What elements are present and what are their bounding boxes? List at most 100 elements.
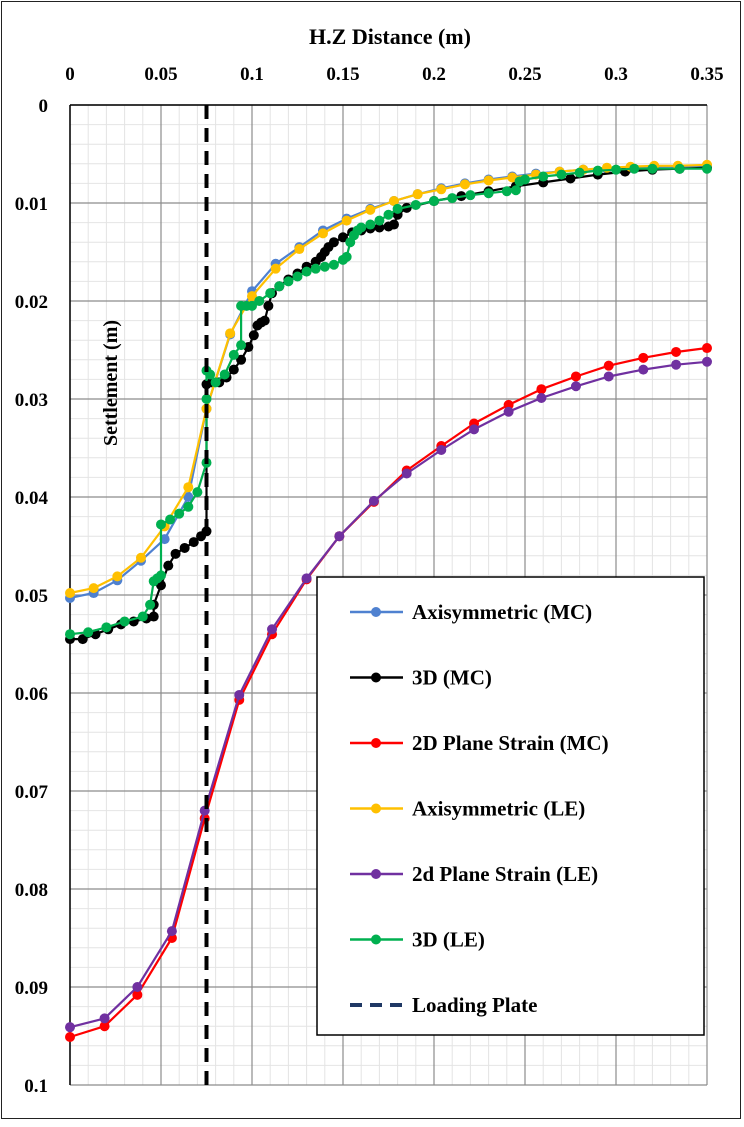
data-point [292, 271, 303, 282]
legend-item-5: 3D (LE) [350, 928, 485, 952]
data-point [112, 571, 123, 582]
data-point [383, 209, 394, 220]
data-point [592, 165, 603, 176]
data-point [201, 394, 212, 404]
series-line [69, 360, 708, 1029]
data-point [611, 164, 621, 175]
legend: Axisymmetric (MC) 3D (MC) 2D Plane Strain … [316, 576, 705, 1036]
y-tick-label: 0.09 [15, 978, 48, 999]
data-point [65, 1022, 75, 1033]
data-point [570, 371, 581, 382]
data-point [447, 193, 458, 204]
data-point [365, 219, 376, 230]
data-point [647, 163, 658, 174]
data-point [236, 340, 247, 351]
y-tick-label: 0.07 [15, 782, 49, 803]
legend-marker [371, 869, 381, 879]
legend-label: Axisymmetric (LE) [412, 797, 585, 821]
legend-item-1: 3D (MC) [350, 666, 492, 690]
data-point [520, 174, 530, 185]
x-tick-label: 0.15 [326, 64, 359, 85]
data-point [274, 281, 285, 292]
y-tick-label: 0.03 [15, 390, 48, 411]
x-tick-label: 0 [65, 64, 75, 85]
data-point [83, 627, 94, 638]
data-point [638, 352, 649, 363]
data-point [412, 189, 423, 200]
data-point [469, 424, 480, 435]
data-point [356, 222, 367, 233]
data-point [702, 163, 712, 174]
y-tick-label: 0.06 [15, 684, 48, 705]
data-point [334, 531, 345, 542]
data-point [247, 291, 257, 302]
data-point [374, 222, 385, 233]
legend-item-6: Loading Plate [350, 993, 537, 1017]
data-point [465, 190, 476, 201]
data-point [205, 369, 216, 380]
data-point [429, 196, 439, 207]
x-tick-label: 0.35 [690, 64, 723, 85]
series-lines [65, 159, 712, 1042]
series-4 [65, 356, 712, 1033]
legend-item-0: Axisymmetric (MC) [350, 600, 592, 624]
data-point [392, 203, 403, 214]
data-point [228, 364, 239, 375]
legend-label: Loading Plate [412, 993, 537, 1017]
data-point [674, 163, 685, 174]
data-point [702, 343, 712, 354]
data-point [65, 1031, 75, 1042]
x-tick-label: 0.05 [144, 64, 177, 85]
y-tick-label: 0.08 [15, 880, 48, 901]
data-point [603, 360, 614, 371]
y-tick-label: 0.01 [15, 194, 48, 215]
data-point [132, 989, 143, 1000]
legend-label: 3D (MC) [412, 666, 492, 690]
data-point [259, 315, 270, 326]
data-point [301, 573, 312, 584]
data-point [365, 204, 376, 215]
data-point [270, 263, 281, 274]
data-point [459, 179, 470, 190]
data-point [219, 369, 230, 380]
data-point [265, 288, 276, 299]
data-point [536, 384, 547, 395]
data-point [671, 346, 682, 357]
x-tick-label: 0.2 [422, 64, 446, 85]
data-point [156, 570, 166, 581]
data-point [225, 328, 236, 339]
data-point [183, 492, 194, 502]
data-point [574, 167, 585, 178]
data-point [388, 219, 399, 230]
data-point [248, 330, 259, 341]
series-5 [65, 163, 712, 640]
data-point [341, 215, 352, 226]
data-point [328, 237, 339, 248]
data-point [483, 175, 494, 186]
data-point [338, 232, 348, 243]
y-tick-labels: 0 0.01 0.02 0.03 0.04 0.05 0.06 0.07 0.08 0.09 0.1 [15, 96, 49, 1097]
data-point [310, 263, 321, 274]
legend-label: 3D (LE) [412, 928, 485, 952]
data-point [234, 689, 245, 700]
y-tick-label: 0.04 [15, 488, 49, 509]
data-point [65, 588, 75, 599]
data-point [179, 542, 190, 553]
legend-marker [371, 803, 381, 814]
data-point [254, 296, 265, 306]
y-tick-label: 0 [39, 96, 49, 117]
data-point [503, 406, 514, 417]
data-point [148, 611, 159, 622]
x-tick-label: 0.25 [508, 64, 541, 85]
data-point [410, 199, 421, 210]
data-point [99, 1021, 110, 1032]
data-point [210, 377, 221, 388]
data-point [301, 266, 312, 277]
legend-label: 2D Plane Strain (MC) [412, 731, 609, 755]
legend-marker [371, 934, 381, 945]
data-point [501, 186, 512, 197]
data-point [99, 1013, 110, 1024]
data-point [283, 276, 294, 287]
data-point [165, 514, 176, 525]
